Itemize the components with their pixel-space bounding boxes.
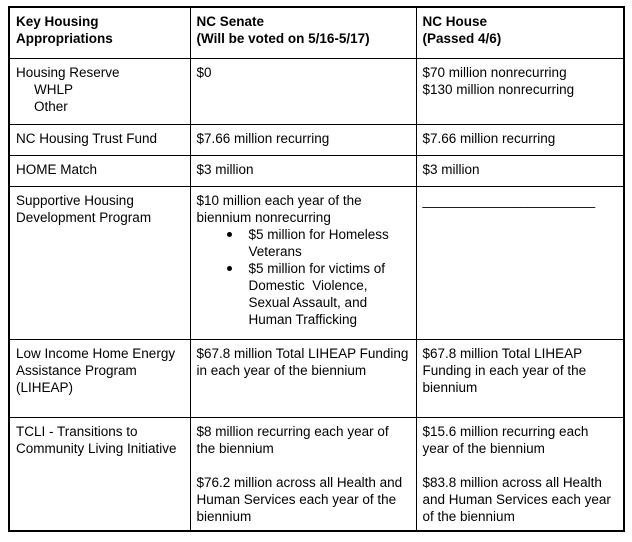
senate-value: $3 million bbox=[196, 161, 254, 177]
senate-cell: $7.66 million recurring bbox=[189, 123, 417, 156]
program-cell: Supportive Housing Development Program bbox=[8, 185, 191, 340]
program-label: Housing Reserve bbox=[16, 64, 120, 80]
header-line: NC House bbox=[422, 14, 488, 29]
table-row: TCLI - Transitions to Community Living I… bbox=[8, 416, 625, 532]
table-row: HOME Match $3 million $3 million bbox=[8, 154, 625, 187]
program-cell: HOME Match bbox=[8, 154, 191, 187]
house-cell: $3 million bbox=[415, 154, 625, 187]
table-row: Low Income Home Energy Assistance Progra… bbox=[8, 338, 625, 418]
house-cell: $70 million nonrecurring $130 million no… bbox=[415, 57, 625, 125]
house-paragraph: $15.6 million recurring each year of the… bbox=[422, 423, 593, 456]
header-line: NC Senate bbox=[196, 14, 265, 29]
program-cell: TCLI - Transitions to Community Living I… bbox=[8, 416, 191, 532]
house-cell: $15.6 million recurring each year of the… bbox=[415, 416, 625, 532]
house-value: $3 million bbox=[422, 161, 480, 177]
table-row: NC Housing Trust Fund $7.66 million recu… bbox=[8, 123, 625, 156]
house-cell: $7.66 million recurring bbox=[415, 123, 625, 156]
program-cell: NC Housing Trust Fund bbox=[8, 123, 191, 156]
house-value: $70 million nonrecurring bbox=[422, 64, 567, 80]
program-subitem: Other bbox=[34, 98, 68, 114]
header-line: Appropriations bbox=[16, 31, 113, 46]
program-cell: Low Income Home Energy Assistance Progra… bbox=[8, 338, 191, 418]
bullet-item: $5 million for victims of Domestic Viole… bbox=[197, 260, 410, 328]
senate-value: $67.8 million Total LIHEAP Funding in ea… bbox=[196, 345, 413, 378]
senate-intro: $10 million each year of the biennium no… bbox=[196, 192, 366, 225]
house-cell: _______________________ bbox=[415, 185, 625, 340]
header-cell-house: NC House (Passed 4/6) bbox=[415, 6, 625, 59]
program-label: HOME Match bbox=[16, 161, 98, 177]
program-label: Supportive Housing Development Program bbox=[16, 192, 152, 225]
house-value: $67.8 million Total LIHEAP Funding in ea… bbox=[422, 345, 590, 395]
house-value: $130 million nonrecurring bbox=[422, 81, 575, 97]
header-line: Key Housing bbox=[16, 14, 99, 29]
senate-paragraph: $8 million recurring each year of the bi… bbox=[196, 423, 393, 456]
program-label: NC Housing Trust Fund bbox=[16, 130, 158, 146]
senate-cell: $8 million recurring each year of the bi… bbox=[189, 416, 417, 532]
bullet-item: $5 million for Homeless Veterans bbox=[197, 226, 410, 260]
header-line: (Passed 4/6) bbox=[422, 31, 502, 46]
blank-underscore-line: _______________________ bbox=[422, 192, 596, 208]
senate-cell: $0 bbox=[189, 57, 417, 125]
house-value: $7.66 million recurring bbox=[422, 130, 556, 146]
senate-cell: $10 million each year of the biennium no… bbox=[189, 185, 417, 340]
appropriations-table: Key Housing Appropriations NC Senate (Wi… bbox=[8, 6, 625, 532]
header-line: (Will be voted on 5/16-5/17) bbox=[196, 31, 370, 46]
senate-value: $7.66 million recurring bbox=[196, 130, 330, 146]
house-cell: $67.8 million Total LIHEAP Funding in ea… bbox=[415, 338, 625, 418]
program-subitem: WHLP bbox=[34, 81, 74, 97]
program-label: TCLI - Transitions to Community Living I… bbox=[16, 423, 177, 456]
header-row: Key Housing Appropriations NC Senate (Wi… bbox=[8, 6, 625, 59]
header-cell-program: Key Housing Appropriations bbox=[8, 6, 191, 59]
senate-paragraph: $76.2 million across all Health and Huma… bbox=[196, 474, 406, 524]
senate-cell: $3 million bbox=[189, 154, 417, 187]
header-cell-senate: NC Senate (Will be voted on 5/16-5/17) bbox=[189, 6, 417, 59]
program-cell: Housing Reserve WHLP Other bbox=[8, 57, 191, 125]
program-label: Low Income Home Energy Assistance Progra… bbox=[16, 345, 179, 395]
senate-cell: $67.8 million Total LIHEAP Funding in ea… bbox=[189, 338, 417, 418]
table-row: Supportive Housing Development Program $… bbox=[8, 185, 625, 340]
table-row: Housing Reserve WHLP Other $0 $70 millio… bbox=[8, 57, 625, 125]
senate-value: $0 bbox=[196, 64, 212, 80]
house-paragraph: $83.8 million across all Health and Huma… bbox=[422, 474, 615, 524]
bullet-list: $5 million for Homeless Veterans $5 mill… bbox=[197, 226, 410, 328]
